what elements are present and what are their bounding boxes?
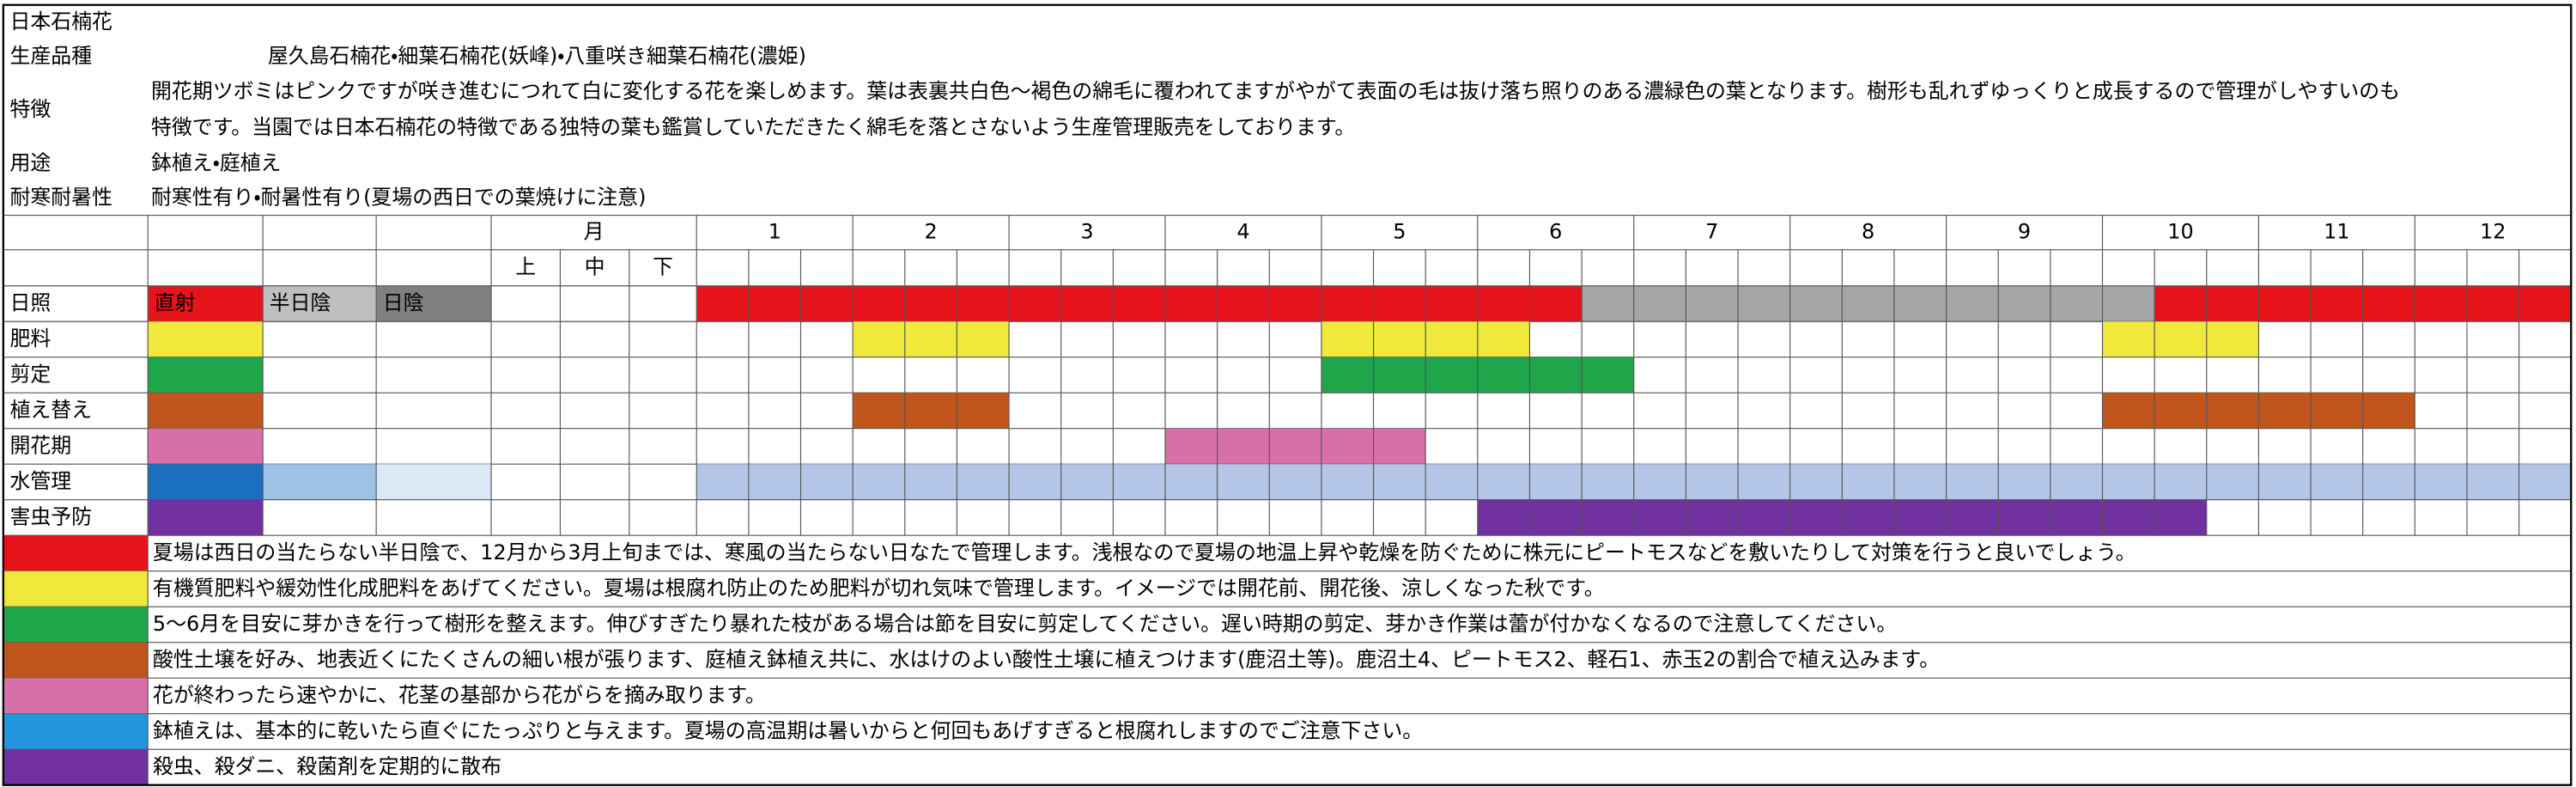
row-label: 植え替え — [9, 398, 92, 422]
legend-swatch — [148, 499, 264, 536]
legend-swatch — [148, 285, 264, 322]
note-swatch — [3, 678, 149, 714]
month-label: 11 — [2324, 220, 2349, 244]
row-label: 日照 — [9, 290, 51, 314]
month-label: 9 — [2018, 220, 2031, 244]
note-text: 鉢植えは、基本的に乾いたら直ぐにたっぷりと与えます。夏場の高温期は暑いからと何回… — [153, 718, 1423, 742]
month-label: 6 — [1549, 220, 1562, 244]
third-label: 上 — [515, 255, 536, 279]
row-label: 水管理 — [9, 469, 71, 493]
month-label: 10 — [2167, 220, 2193, 244]
legend-swatch — [148, 464, 264, 500]
note-swatch — [3, 607, 149, 643]
note-text: 殺虫、殺ダニ、殺菌剤を定期的に散布 — [153, 754, 501, 778]
info-text: 特徴です。当園では日本石楠花の特徴である独特の葉も鑑賞していただきたく綿毛を落と… — [151, 115, 1355, 139]
month-label: 2 — [925, 220, 938, 244]
month-label: 4 — [1236, 220, 1249, 244]
note-text: 有機質肥料や緩効性化成肥料をあげてください。夏場は根腐れ防止のため肥料が切れ気味… — [153, 576, 1605, 600]
period-bar — [1164, 428, 1426, 465]
legend-swatch — [376, 464, 492, 500]
row-label: 肥料 — [9, 326, 51, 351]
title: 日本石楠花 — [9, 9, 112, 34]
info-text: 屋久島石楠花・細葉石楠花(妖峰)・八重咲き細葉石楠花(濃姫) — [268, 44, 806, 68]
third-label: 下 — [653, 255, 673, 279]
info-label: 生産品種 — [9, 44, 92, 68]
period-bar — [853, 321, 1010, 357]
legend-swatch — [263, 464, 377, 500]
legend-swatch — [148, 321, 264, 357]
info-label: 耐寒耐暑性 — [9, 185, 112, 209]
border — [2, 3, 2573, 786]
note-text: 酸性土壌を好み、地表近くにたくさんの細い根が張ります、庭植え鉢植え共に、水はけの… — [153, 647, 1940, 671]
note-swatch — [3, 713, 149, 750]
third-label: 中 — [585, 255, 605, 279]
note-swatch — [3, 642, 149, 679]
legend-swatch — [148, 428, 264, 465]
row-label: 開花期 — [9, 433, 71, 457]
info-text: 開花期ツボミはピンクですが咲き進むにつれて白に変化する花を楽しめます。葉は表裏共… — [151, 79, 2400, 103]
note-swatch — [3, 535, 149, 571]
legend-swatch — [148, 357, 264, 394]
note-text: 5～6月を目安に芽かきを行って樹形を整えます。伸びすぎたり暴れた枝がある場合は節… — [153, 612, 1897, 636]
note-swatch — [3, 570, 149, 607]
legend-swatch — [148, 393, 264, 429]
note-swatch — [3, 749, 149, 785]
month-label: 7 — [1705, 220, 1718, 244]
info-text: 耐寒性有り・耐暑性有り(夏場の西日での葉焼けに注意) — [151, 185, 646, 209]
note-text: 花が終わったら速やかに、花茎の基部から花がらを摘み取ります。 — [153, 683, 766, 707]
legend-swatch — [376, 285, 492, 322]
period-bar — [1582, 285, 2155, 322]
legend-text: 日陰 — [383, 290, 424, 314]
info-label: 用途 — [9, 150, 51, 174]
note-text: 夏場は西日の当たらない半日陰で、12月から3月上旬までは、寒風の当たらない日なた… — [153, 540, 2136, 564]
period-bar — [853, 393, 1010, 429]
legend-text: 半日陰 — [270, 290, 331, 314]
legend-text: 直射 — [155, 290, 196, 314]
info-text: 鉢植え・庭植え — [151, 150, 282, 174]
month-label: 5 — [1393, 220, 1406, 244]
row-label: 剪定 — [9, 362, 51, 386]
month-label: 1 — [769, 220, 781, 244]
month-label: 8 — [1862, 220, 1874, 244]
legend-swatch — [263, 285, 377, 322]
month-label: 12 — [2480, 220, 2506, 244]
row-label: 害虫予防 — [9, 504, 92, 528]
period-bar — [2102, 321, 2259, 357]
month-header: 月 — [584, 220, 605, 244]
period-bar — [696, 285, 1583, 322]
month-label: 3 — [1080, 220, 1093, 244]
info-label: 特徴 — [9, 97, 51, 121]
